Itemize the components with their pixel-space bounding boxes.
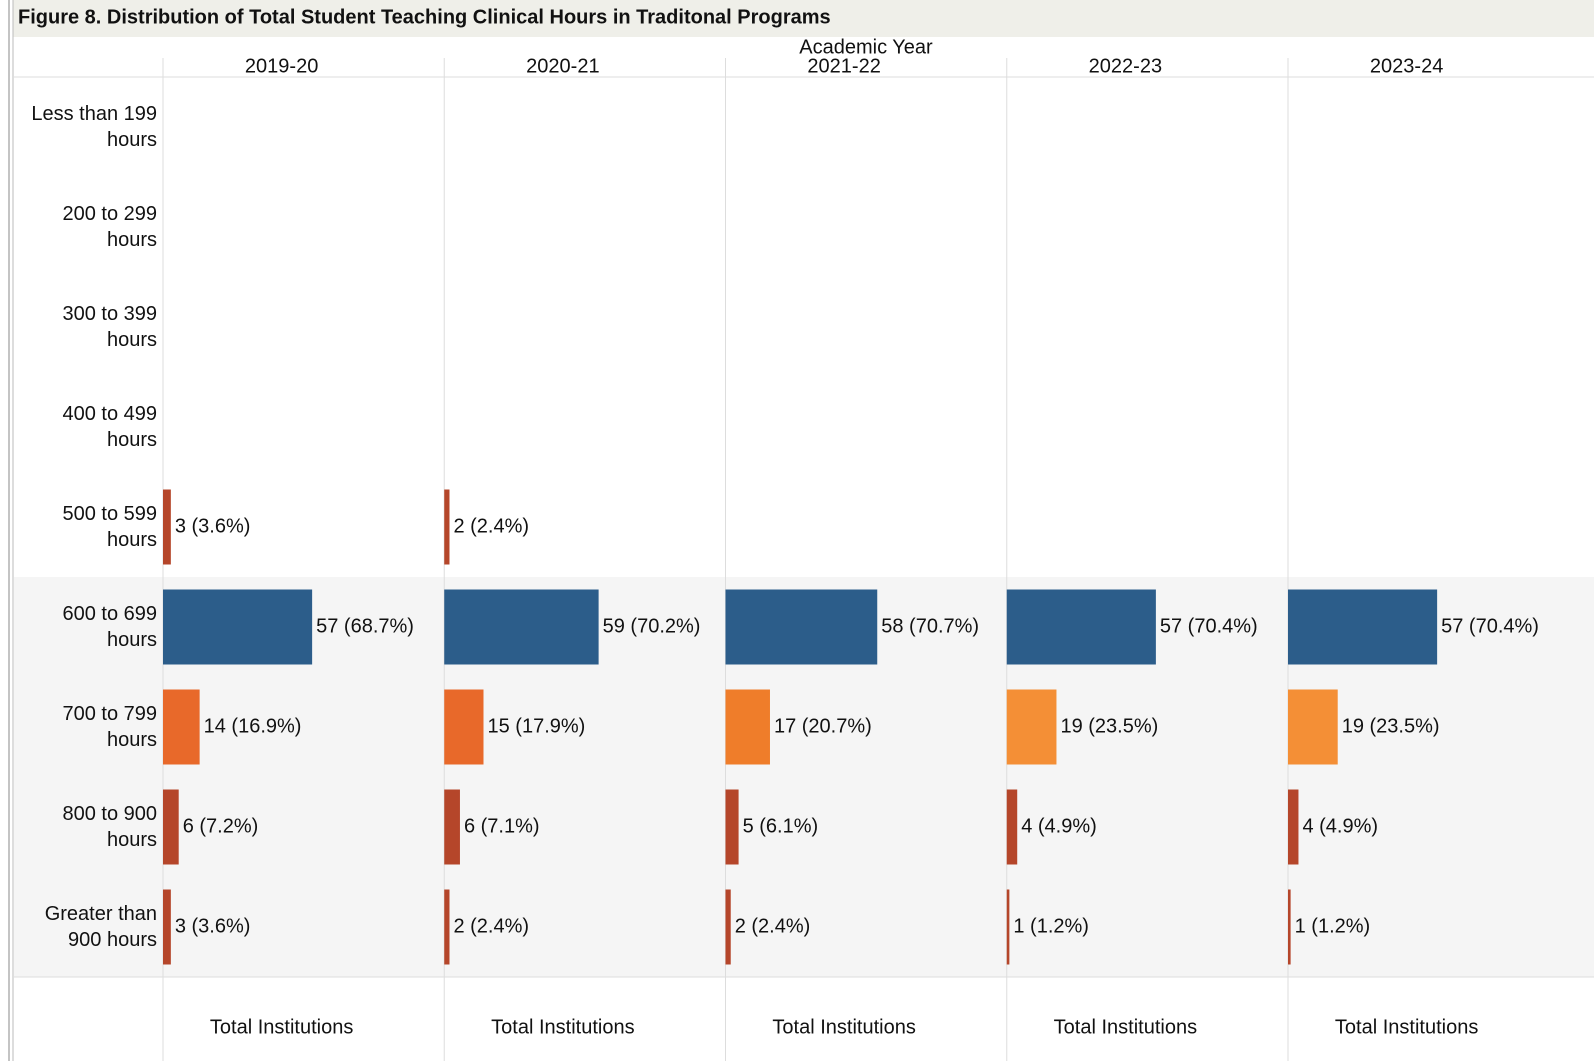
value-label: 59 (70.2%) bbox=[603, 615, 701, 637]
value-label: 2 (2.4%) bbox=[735, 915, 811, 937]
bar bbox=[725, 889, 731, 965]
title-bar bbox=[13, 0, 1594, 37]
value-label: 6 (7.2%) bbox=[183, 815, 259, 837]
row-label: 700 to 799 hours bbox=[62, 703, 157, 751]
row-label: 300 to 399 hours bbox=[62, 303, 157, 351]
bar bbox=[1006, 789, 1018, 865]
value-label: 19 (23.5%) bbox=[1342, 715, 1440, 737]
panel-title: 2020-21 bbox=[526, 55, 599, 77]
bar bbox=[1288, 589, 1438, 665]
value-label: 15 (17.9%) bbox=[487, 715, 585, 737]
x-axis-label: Total Institutions bbox=[1335, 1016, 1478, 1038]
value-label: 1 (1.2%) bbox=[1295, 915, 1371, 937]
bar bbox=[163, 489, 171, 565]
bar bbox=[163, 889, 171, 965]
x-axis-label: Total Institutions bbox=[1054, 1016, 1197, 1038]
bar bbox=[1006, 589, 1156, 665]
x-axis-label: Total Institutions bbox=[491, 1016, 634, 1038]
bar bbox=[725, 589, 878, 665]
bar bbox=[1288, 689, 1338, 765]
x-axis-label: Total Institutions bbox=[210, 1016, 353, 1038]
value-label: 19 (23.5%) bbox=[1060, 715, 1158, 737]
row-label: 200 to 299 hours bbox=[62, 203, 157, 251]
row-label: 800 to 900 hours bbox=[62, 803, 157, 851]
column-header: Academic Year bbox=[799, 36, 933, 58]
value-label: 1 (1.2%) bbox=[1013, 915, 1089, 937]
bar bbox=[725, 689, 770, 765]
panel-title: 2023-24 bbox=[1370, 55, 1443, 77]
value-label: 5 (6.1%) bbox=[743, 815, 819, 837]
bar bbox=[1288, 889, 1291, 965]
row-label: 400 to 499 hours bbox=[62, 403, 157, 451]
chart-title: Figure 8. Distribution of Total Student … bbox=[18, 6, 831, 28]
value-label: 3 (3.6%) bbox=[175, 915, 251, 937]
x-axis-label: Total Institutions bbox=[772, 1016, 915, 1038]
value-label: 17 (20.7%) bbox=[774, 715, 872, 737]
bar bbox=[444, 789, 460, 865]
row-label: Greater than 900 hours bbox=[44, 903, 157, 951]
bar bbox=[444, 689, 484, 765]
row-label: Less than 199 hours bbox=[31, 103, 157, 151]
value-label: 3 (3.6%) bbox=[175, 515, 251, 537]
row-label: 600 to 699 hours bbox=[62, 603, 157, 651]
value-label: 57 (70.4%) bbox=[1441, 615, 1539, 637]
bar bbox=[1006, 889, 1010, 965]
value-label: 4 (4.9%) bbox=[1302, 815, 1378, 837]
bar bbox=[444, 589, 599, 665]
value-label: 57 (70.4%) bbox=[1160, 615, 1258, 637]
panel-title: 2019-20 bbox=[245, 55, 318, 77]
value-label: 58 (70.7%) bbox=[881, 615, 979, 637]
value-label: 4 (4.9%) bbox=[1021, 815, 1097, 837]
row-label: 500 to 599 hours bbox=[62, 503, 157, 551]
bar bbox=[1006, 689, 1057, 765]
bar bbox=[444, 889, 450, 965]
value-label: 2 (2.4%) bbox=[453, 515, 529, 537]
bar bbox=[163, 589, 313, 665]
value-label: 14 (16.9%) bbox=[204, 715, 302, 737]
bar bbox=[444, 489, 450, 565]
bar bbox=[725, 789, 739, 865]
bar bbox=[1288, 789, 1299, 865]
value-label: 6 (7.1%) bbox=[464, 815, 540, 837]
panel-title: 2022-23 bbox=[1089, 55, 1162, 77]
bar bbox=[163, 789, 179, 865]
bar bbox=[163, 689, 200, 765]
panel-title: 2021-22 bbox=[807, 55, 880, 77]
value-label: 57 (68.7%) bbox=[316, 615, 414, 637]
value-label: 2 (2.4%) bbox=[453, 915, 529, 937]
